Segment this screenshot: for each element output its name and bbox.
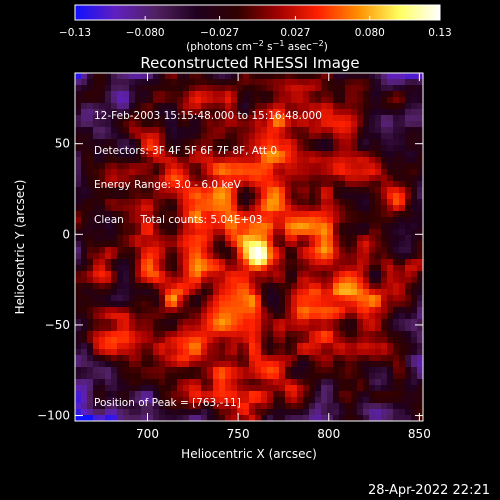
y-tick-label: −100 <box>37 409 70 423</box>
colorbar-tick-label: 0.080 <box>355 27 385 39</box>
footer-timestamp: 28-Apr-2022 22:21 <box>368 483 490 498</box>
plot-frame <box>74 72 424 422</box>
colorbar-tick-label: 0.027 <box>280 27 310 39</box>
peak-position-label: Position of Peak = [763,-11] <box>94 397 241 409</box>
annotation-energy-range: Energy Range: 3.0 - 6.0 keV <box>94 179 241 191</box>
y-tick-label: 50 <box>55 137 70 151</box>
x-tick-label: 700 <box>136 427 159 441</box>
annotation-time-range: 12-Feb-2003 15:15:48.000 to 15:16:48.000 <box>94 110 322 122</box>
colorbar-tick-label: −0.080 <box>126 27 165 39</box>
x-tick-label: 750 <box>227 427 250 441</box>
chart-title: Reconstructed RHESSI Image <box>140 54 359 72</box>
x-axis-label: Heliocentric X (arcsec) <box>181 447 317 461</box>
y-tick-label: 0 <box>62 227 70 241</box>
colorbar-tick-label: −0.13 <box>59 27 91 39</box>
x-tick-label: 800 <box>317 427 340 441</box>
annotation-block: 12-Feb-2003 15:15:48.000 to 15:16:48.000… <box>94 88 322 238</box>
y-tick-label: −50 <box>45 318 70 332</box>
x-tick-label: 850 <box>408 427 431 441</box>
colorbar-ticks: −0.13 −0.080 −0.027 0.027 0.080 0.13 <box>59 16 452 39</box>
heatmap-image <box>75 73 423 421</box>
colorbar-tick-label: −0.027 <box>200 27 239 39</box>
axis-ticks: 700 750 800 850 50 0 −50 −100 <box>37 73 431 441</box>
annotation-total-counts: Clean Total counts: 5.04E+03 <box>94 213 263 226</box>
colorbar-tick-label: 0.13 <box>428 27 451 39</box>
colorbar <box>74 4 441 21</box>
colorbar-unit-label: (photons cm−2 s−1 asec−2) <box>186 39 328 53</box>
annotation-detectors: Detectors: 3F 4F 5F 6F 7F 8F, Att 0 <box>94 144 278 157</box>
y-axis-label: Heliocentric Y (arcsec) <box>13 180 27 315</box>
